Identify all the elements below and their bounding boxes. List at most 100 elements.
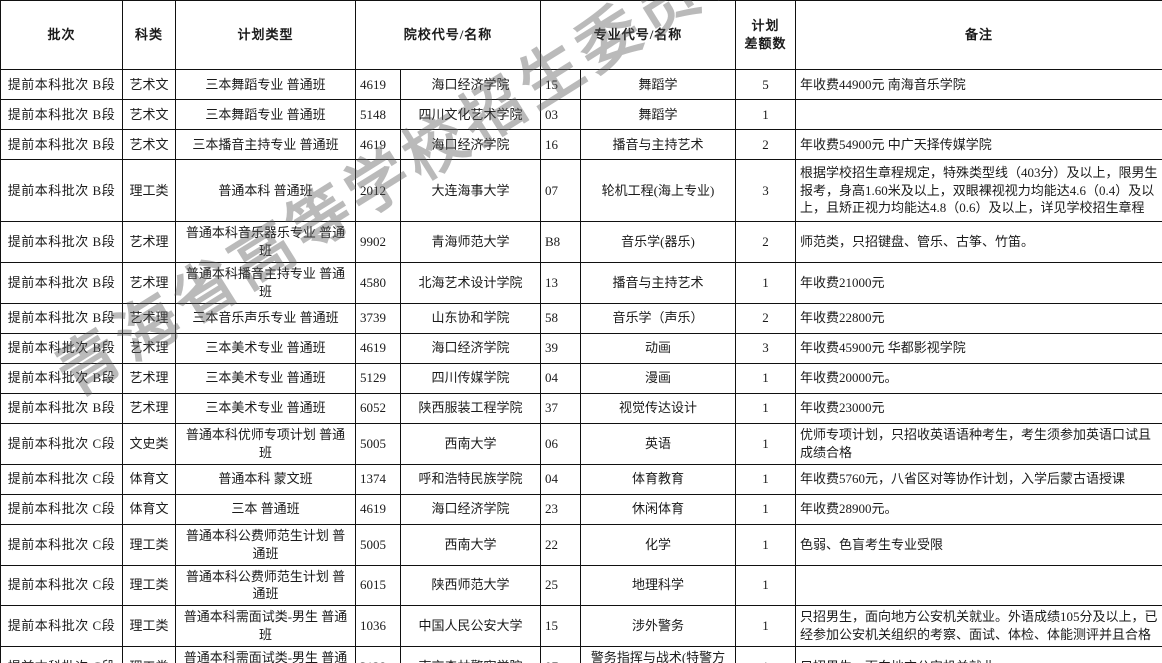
cell-remarks: 年收费54900元 中广天择传媒学院	[795, 129, 1162, 160]
cell-pici: 提前本科批次 B段	[0, 69, 123, 100]
cell-school-code: 5129	[355, 362, 401, 394]
cell-keley: 文史类	[122, 422, 176, 465]
cell-plan-diff: 1	[735, 392, 796, 424]
cell-major-name: 舞蹈学	[580, 69, 736, 100]
column-header-remarks[interactable]: 备注	[795, 0, 1162, 70]
cell-plan-type: 普通本科需面试类-男生 普通班	[175, 605, 356, 648]
table-row[interactable]: 提前本科批次 B段 理工类 普通本科 普通班 2012 大连海事大学 07 轮机工程(海上专…	[0, 159, 1162, 222]
cell-keley: 艺术文	[122, 99, 176, 130]
cell-school-code: 2012	[355, 159, 401, 222]
cell-school-code: 4619	[355, 332, 401, 364]
cell-keley: 理工类	[122, 159, 176, 222]
table-row[interactable]: 提前本科批次 B段 艺术理 普通本科播音主持专业 普通班 4580 北海艺术设计学院 13…	[0, 261, 1162, 304]
table-row[interactable]: 提前本科批次 B段 艺术文 三本舞蹈专业 普通班 5148 四川文化艺术学院 03 舞蹈学 1	[0, 99, 1162, 130]
cell-keley: 理工类	[122, 564, 176, 607]
cell-school-name: 四川文化艺术学院	[400, 99, 541, 130]
cell-plan-type: 三本舞蹈专业 普通班	[175, 69, 356, 100]
cell-keley: 体育文	[122, 463, 176, 495]
table-row[interactable]: 提前本科批次 B段 艺术理 三本美术专业 普通班 6052 陕西服装工程学院 37 视觉传达…	[0, 392, 1162, 424]
table-row[interactable]: 提前本科批次 B段 艺术理 普通本科音乐器乐专业 普通班 9902 青海师范大学 B8 音乐…	[0, 221, 1162, 263]
column-header-plan-type[interactable]: 计划类型	[175, 0, 356, 70]
cell-school-name: 西南大学	[400, 523, 541, 566]
cell-remarks: 师范类，只招键盘、管乐、古筝、竹笛。	[795, 221, 1162, 263]
cell-school-code: 9902	[355, 221, 401, 263]
cell-major-name: 视觉传达设计	[580, 392, 736, 424]
cell-major-code: 23	[540, 493, 581, 525]
cell-school-code: 4580	[355, 261, 401, 304]
table-row[interactable]: 提前本科批次 C段 体育文 普通本科 蒙文班 1374 呼和浩特民族学院 04 体育教育 1 年…	[0, 463, 1162, 495]
cell-keley: 艺术文	[122, 69, 176, 100]
cell-major-name: 播音与主持艺术	[580, 129, 736, 160]
cell-school-name: 海口经济学院	[400, 493, 541, 525]
cell-plan-type: 三本音乐声乐专业 普通班	[175, 302, 356, 334]
table-row[interactable]: 提前本科批次 B段 艺术文 三本播音主持专业 普通班 4619 海口经济学院 16 播音与主…	[0, 129, 1162, 160]
cell-plan-type: 三本播音主持专业 普通班	[175, 129, 356, 160]
cell-major-name: 动画	[580, 332, 736, 364]
cell-school-code: 5005	[355, 523, 401, 566]
cell-remarks: 年收费5760元，八省区对等协作计划，入学后蒙古语授课	[795, 463, 1162, 495]
cell-major-code: 25	[540, 564, 581, 607]
column-header-major[interactable]: 专业代号/名称	[540, 0, 736, 70]
cell-pici: 提前本科批次 B段	[0, 159, 123, 222]
cell-plan-diff: 2	[735, 302, 796, 334]
cell-major-name: 化学	[580, 523, 736, 566]
column-header-keley[interactable]: 科类	[122, 0, 176, 70]
cell-pici: 提前本科批次 C段	[0, 523, 123, 566]
cell-plan-type: 三本 普通班	[175, 493, 356, 525]
cell-school-name: 海口经济学院	[400, 69, 541, 100]
cell-major-code: 15	[540, 605, 581, 648]
table-row[interactable]: 提前本科批次 B段 艺术理 三本美术专业 普通班 5129 四川传媒学院 04 漫画 1 年收费…	[0, 362, 1162, 394]
cell-remarks: 根据学校招生章程规定，特殊类型线（403分）及以上，限男生报考，身高1.60米及…	[795, 159, 1162, 222]
cell-remarks: 年收费28900元。	[795, 493, 1162, 525]
cell-remarks: 年收费23000元	[795, 392, 1162, 424]
table-row[interactable]: 提前本科批次 C段 理工类 普通本科公费师范生计划 普通班 5005 西南大学 22 化学 1…	[0, 523, 1162, 566]
cell-remarks	[795, 99, 1162, 130]
table-row[interactable]: 提前本科批次 B段 艺术理 三本音乐声乐专业 普通班 3739 山东协和学院 58 音乐学（…	[0, 302, 1162, 334]
cell-pici: 提前本科批次 C段	[0, 564, 123, 607]
cell-school-code: 3739	[355, 302, 401, 334]
table-row[interactable]: 提前本科批次 C段 理工类 普通本科需面试类-男生 普通班 1036 中国人民公安大学 1…	[0, 605, 1162, 648]
cell-major-code: 15	[540, 69, 581, 100]
cell-major-code: 37	[540, 392, 581, 424]
cell-major-name: 地理科学	[580, 564, 736, 607]
cell-major-code: 03	[540, 99, 581, 130]
cell-plan-type: 三本美术专业 普通班	[175, 392, 356, 424]
table-row[interactable]: 提前本科批次 C段 理工类 普通本科公费师范生计划 普通班 6015 陕西师范大学 25 地…	[0, 564, 1162, 607]
cell-major-code: 39	[540, 332, 581, 364]
header-row: 批次 科类 计划类型 院校代号/名称 专业代号/名称 计划 差额数 备注	[0, 0, 1162, 70]
cell-plan-type: 普通本科公费师范生计划 普通班	[175, 523, 356, 566]
cell-major-name: 漫画	[580, 362, 736, 394]
cell-school-name: 海口经济学院	[400, 129, 541, 160]
cell-plan-diff: 1	[735, 422, 796, 465]
cell-school-name: 西南大学	[400, 422, 541, 465]
cell-major-code: 13	[540, 261, 581, 304]
cell-major-code: 07	[540, 159, 581, 222]
cell-pici: 提前本科批次 B段	[0, 221, 123, 263]
cell-school-code: 1374	[355, 463, 401, 495]
table-body: 提前本科批次 B段 艺术文 三本舞蹈专业 普通班 4619 海口经济学院 15 舞蹈学 5 年收…	[0, 69, 1162, 663]
cell-school-name: 陕西服装工程学院	[400, 392, 541, 424]
table-row[interactable]: 提前本科批次 B段 艺术文 三本舞蹈专业 普通班 4619 海口经济学院 15 舞蹈学 5 年收…	[0, 69, 1162, 100]
table-row[interactable]: 提前本科批次 B段 艺术理 三本美术专业 普通班 4619 海口经济学院 39 动画 3 年收费…	[0, 332, 1162, 364]
table-row[interactable]: 提前本科批次 C段 体育文 三本 普通班 4619 海口经济学院 23 休闲体育 1 年收费28…	[0, 493, 1162, 525]
cell-plan-diff: 1	[735, 523, 796, 566]
cell-school-code: 1036	[355, 605, 401, 648]
cell-plan-diff: 1	[735, 564, 796, 607]
column-header-pici[interactable]: 批次	[0, 0, 123, 70]
table-row[interactable]: 提前本科批次 C段 文史类 普通本科优师专项计划 普通班 5005 西南大学 06 英语 1 优…	[0, 422, 1162, 465]
cell-major-name: 英语	[580, 422, 736, 465]
column-header-plan-diff[interactable]: 计划 差额数	[735, 0, 796, 70]
cell-keley: 理工类	[122, 646, 176, 663]
column-header-school[interactable]: 院校代号/名称	[355, 0, 541, 70]
cell-major-code: 16	[540, 129, 581, 160]
cell-major-name: 音乐学(器乐)	[580, 221, 736, 263]
cell-remarks: 年收费21000元	[795, 261, 1162, 304]
cell-school-name: 大连海事大学	[400, 159, 541, 222]
cell-school-name: 海口经济学院	[400, 332, 541, 364]
cell-remarks: 年收费44900元 南海音乐学院	[795, 69, 1162, 100]
cell-plan-type: 三本舞蹈专业 普通班	[175, 99, 356, 130]
cell-major-code: 06	[540, 422, 581, 465]
cell-pici: 提前本科批次 C段	[0, 493, 123, 525]
